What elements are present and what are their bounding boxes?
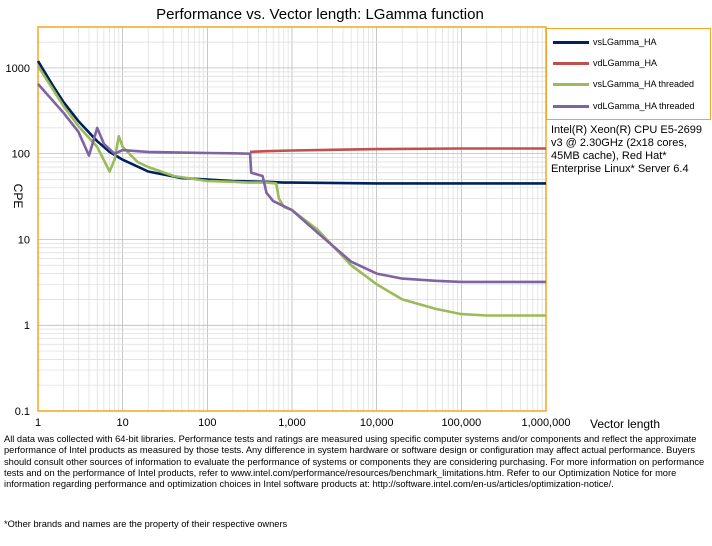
x-tick-label: 1 <box>35 417 41 429</box>
x-tick-label: 10,000 <box>360 417 394 429</box>
legend-label: vsLGamma_HA <box>593 37 657 47</box>
y-tick-label: 1000 <box>6 63 30 75</box>
series-line-vdlgamma-ha-threaded <box>37 83 546 284</box>
trademark-notice: *Other brands and names are the property… <box>4 519 288 529</box>
legend-label: vsLGamma_HA threaded <box>593 79 695 89</box>
x-tick-label: 100 <box>198 417 216 429</box>
plot-area-border <box>37 26 547 412</box>
legend-swatch <box>553 40 589 44</box>
x-tick-label: 10 <box>117 417 129 429</box>
legend-item-vdlgamma-ha-threaded: vdLGamma_HA threaded <box>553 99 695 113</box>
y-tick-label: 0.1 <box>15 406 30 418</box>
series-layer <box>36 60 546 317</box>
performance-disclaimer: All data was collected with 64-bit libra… <box>4 434 705 490</box>
cpu-config-note: Intel(R) Xeon(R) CPU E5-2699 v3 @ 2.30GH… <box>551 124 703 175</box>
y-axis-label: CPE <box>11 184 25 209</box>
x-tick-label: 1,000 <box>278 417 306 429</box>
legend-item-vslgamma-ha-threaded: vsLGamma_HA threaded <box>553 77 694 91</box>
legend-item-vslgamma-ha: vsLGamma_HA <box>553 35 657 49</box>
legend-swatch <box>553 61 589 65</box>
y-axis-ticks: 0.1 1 10 100 1000 <box>6 63 30 418</box>
chart-grid <box>37 26 546 412</box>
series-line-vslgamma-ha-threaded <box>36 65 546 317</box>
legend-label: vdLGamma_HA <box>593 58 658 68</box>
x-axis-label: Vector length <box>590 417 660 431</box>
legend-swatch <box>553 104 589 108</box>
x-tick-label: 100,000 <box>441 417 481 429</box>
y-tick-label: 10 <box>18 234 30 246</box>
series-line-vdlgamma-ha <box>250 147 546 154</box>
y-tick-label: 1 <box>24 320 30 332</box>
legend-label: vdLGamma_HA threaded <box>593 101 695 111</box>
legend-item-vdlgamma-ha: vdLGamma_HA <box>553 56 657 70</box>
chart-legend: vsLGamma_HA vdLGamma_HA vsLGamma_HA thre… <box>546 28 711 120</box>
x-axis-ticks: 1 10 100 1,000 10,000 100,000 1,000,000 <box>35 417 571 429</box>
chart-title: Performance vs. Vector length: LGamma fu… <box>156 6 484 23</box>
legend-swatch <box>553 82 589 86</box>
x-tick-label: 1,000,000 <box>522 417 571 429</box>
y-tick-label: 100 <box>12 149 30 161</box>
lgamma-performance-chart: Performance vs. Vector length: LGamma fu… <box>6 6 661 431</box>
